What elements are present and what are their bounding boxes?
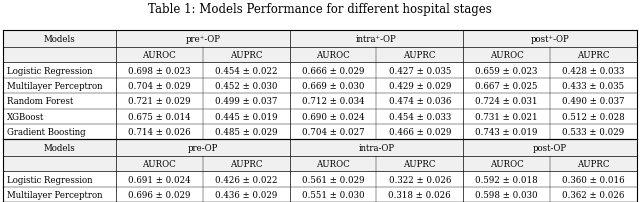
Text: 0.427 ± 0.035: 0.427 ± 0.035 (388, 66, 451, 75)
Text: 0.429 ± 0.029: 0.429 ± 0.029 (388, 82, 451, 90)
Text: 0.704 ± 0.027: 0.704 ± 0.027 (301, 128, 364, 137)
Text: AUPRC: AUPRC (230, 51, 262, 60)
Text: pre⁺-OP: pre⁺-OP (186, 35, 220, 44)
Text: AUROC: AUROC (490, 159, 524, 168)
Text: Models: Models (44, 144, 76, 153)
Text: AUPRC: AUPRC (404, 51, 436, 60)
Text: AUPRC: AUPRC (230, 159, 262, 168)
Text: 0.714 ± 0.026: 0.714 ± 0.026 (128, 128, 191, 137)
Text: Multilayer Perceptron: Multilayer Perceptron (7, 82, 102, 90)
Text: 0.322 ± 0.026: 0.322 ± 0.026 (388, 175, 451, 184)
Bar (3, 140, 637, 156)
Text: 0.721 ± 0.029: 0.721 ± 0.029 (128, 97, 191, 106)
Text: AUROC: AUROC (490, 51, 524, 60)
Text: pre-OP: pre-OP (188, 144, 218, 153)
Text: 0.712 ± 0.034: 0.712 ± 0.034 (301, 97, 364, 106)
Text: 0.436 ± 0.029: 0.436 ± 0.029 (215, 190, 277, 199)
Text: 0.669 ± 0.030: 0.669 ± 0.030 (301, 82, 364, 90)
Bar (3, 156, 637, 171)
Bar (3, 48, 637, 63)
Text: 0.690 ± 0.024: 0.690 ± 0.024 (301, 112, 364, 121)
Text: 0.360 ± 0.016: 0.360 ± 0.016 (562, 175, 625, 184)
Text: Gradient Boosting: Gradient Boosting (7, 128, 86, 137)
Text: AUROC: AUROC (316, 51, 350, 60)
Text: 0.452 ± 0.030: 0.452 ± 0.030 (215, 82, 277, 90)
Text: Random Forest: Random Forest (7, 97, 74, 106)
Text: 0.724 ± 0.031: 0.724 ± 0.031 (476, 97, 538, 106)
Text: 0.454 ± 0.033: 0.454 ± 0.033 (388, 112, 451, 121)
Text: AUPRC: AUPRC (404, 159, 436, 168)
Text: AUROC: AUROC (143, 51, 176, 60)
Text: post-OP: post-OP (533, 144, 567, 153)
Text: Logistic Regression: Logistic Regression (7, 175, 93, 184)
Text: 0.551 ± 0.030: 0.551 ± 0.030 (301, 190, 364, 199)
Text: 0.743 ± 0.019: 0.743 ± 0.019 (476, 128, 538, 137)
Text: XGBoost: XGBoost (7, 112, 44, 121)
Text: 0.561 ± 0.029: 0.561 ± 0.029 (301, 175, 364, 184)
Text: AUPRC: AUPRC (577, 159, 610, 168)
Text: AUROC: AUROC (316, 159, 350, 168)
Text: 0.445 ± 0.019: 0.445 ± 0.019 (215, 112, 278, 121)
Text: 0.318 ± 0.026: 0.318 ± 0.026 (388, 190, 451, 199)
Text: 0.659 ± 0.023: 0.659 ± 0.023 (476, 66, 538, 75)
Text: 0.466 ± 0.029: 0.466 ± 0.029 (388, 128, 451, 137)
Text: 0.704 ± 0.029: 0.704 ± 0.029 (128, 82, 191, 90)
Text: 0.666 ± 0.029: 0.666 ± 0.029 (301, 66, 364, 75)
Text: 0.667 ± 0.025: 0.667 ± 0.025 (476, 82, 538, 90)
Bar (3, 31, 637, 48)
Text: AUPRC: AUPRC (577, 51, 610, 60)
Text: 0.454 ± 0.022: 0.454 ± 0.022 (215, 66, 277, 75)
Text: intra⁺-OP: intra⁺-OP (356, 35, 397, 44)
Text: 0.362 ± 0.026: 0.362 ± 0.026 (562, 190, 625, 199)
Text: 0.598 ± 0.030: 0.598 ± 0.030 (476, 190, 538, 199)
Text: 0.433 ± 0.035: 0.433 ± 0.035 (563, 82, 625, 90)
Text: Multilayer Perceptron: Multilayer Perceptron (7, 190, 102, 199)
Text: 0.426 ± 0.022: 0.426 ± 0.022 (215, 175, 277, 184)
Text: 0.533 ± 0.029: 0.533 ± 0.029 (563, 128, 625, 137)
Text: 0.698 ± 0.023: 0.698 ± 0.023 (128, 66, 191, 75)
Text: 0.428 ± 0.033: 0.428 ± 0.033 (562, 66, 625, 75)
Text: 0.485 ± 0.029: 0.485 ± 0.029 (215, 128, 278, 137)
Text: Logistic Regression: Logistic Regression (7, 66, 93, 75)
Text: Table 1: Models Performance for different hospital stages: Table 1: Models Performance for differen… (148, 3, 492, 16)
Text: 0.474 ± 0.036: 0.474 ± 0.036 (388, 97, 451, 106)
Text: 0.696 ± 0.029: 0.696 ± 0.029 (128, 190, 191, 199)
Text: 0.512 ± 0.028: 0.512 ± 0.028 (562, 112, 625, 121)
Text: 0.490 ± 0.037: 0.490 ± 0.037 (562, 97, 625, 106)
Text: 0.675 ± 0.014: 0.675 ± 0.014 (128, 112, 191, 121)
Text: intra-OP: intra-OP (358, 144, 394, 153)
Text: 0.499 ± 0.037: 0.499 ± 0.037 (215, 97, 277, 106)
Text: 0.731 ± 0.021: 0.731 ± 0.021 (476, 112, 538, 121)
Text: 0.691 ± 0.024: 0.691 ± 0.024 (128, 175, 191, 184)
Text: AUROC: AUROC (143, 159, 176, 168)
Text: post⁺-OP: post⁺-OP (531, 35, 570, 44)
Text: 0.592 ± 0.018: 0.592 ± 0.018 (476, 175, 538, 184)
Text: Models: Models (44, 35, 76, 44)
